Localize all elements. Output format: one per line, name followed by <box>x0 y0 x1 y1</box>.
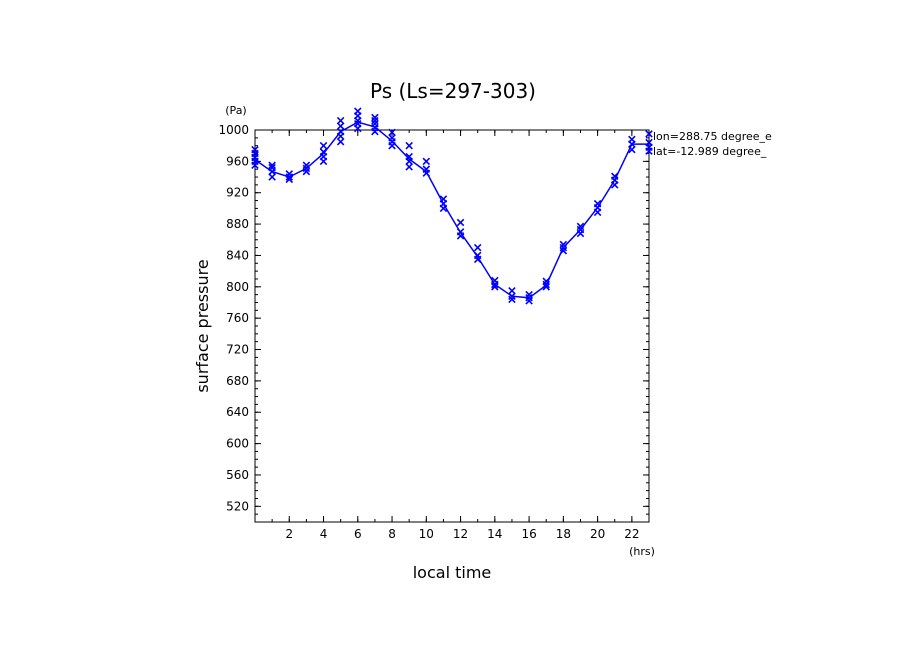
y-tick-label: 680 <box>226 374 249 388</box>
data-point-marker <box>508 292 516 300</box>
data-point-marker <box>508 286 516 295</box>
data-point-marker <box>405 141 413 150</box>
y-tick-label: 1000 <box>218 123 249 137</box>
data-point-marker <box>456 218 465 227</box>
x-tick-label: 4 <box>320 527 328 541</box>
x-tick-label: 2 <box>285 527 293 541</box>
data-point-marker <box>422 157 431 166</box>
y-tick-label: 920 <box>226 186 249 200</box>
data-point-marker <box>251 145 259 154</box>
data-point-marker <box>542 277 550 286</box>
y-tick-label: 840 <box>226 248 249 262</box>
data-point-marker <box>336 122 345 130</box>
data-point-marker <box>268 163 276 172</box>
data-point-marker <box>628 145 636 154</box>
x-axis-label: local time <box>413 563 492 582</box>
data-point-marker <box>268 161 276 170</box>
data-point-marker <box>336 116 345 125</box>
data-point-marker <box>473 243 482 252</box>
y-tick-label: 720 <box>226 343 249 357</box>
y-tick-label: 520 <box>226 499 249 513</box>
data-point-marker <box>285 170 294 178</box>
data-point-marker <box>645 130 653 138</box>
series-line <box>254 121 649 299</box>
data-point-marker <box>610 172 619 181</box>
data-point-marker <box>473 251 482 260</box>
data-point-marker <box>371 113 379 122</box>
y-tick-label: 760 <box>226 311 249 325</box>
data-point-marker <box>354 107 362 115</box>
data-point-marker <box>628 135 636 144</box>
y-tick-label: 640 <box>226 405 249 419</box>
data-point-marker <box>593 199 602 208</box>
data-point-marker <box>388 128 396 137</box>
data-point-marker <box>645 138 653 147</box>
data-point-marker <box>491 276 499 285</box>
data-point-marker <box>405 152 413 161</box>
data-point-marker <box>268 173 276 181</box>
data-point-marker <box>285 175 294 184</box>
data-point-marker <box>525 290 533 299</box>
data-point-marker <box>422 165 431 173</box>
longitude-annotation: lon=288.75 degree_e <box>653 130 772 143</box>
x-tick-label: 8 <box>388 527 396 541</box>
data-point-marker <box>542 283 550 291</box>
data-point-marker <box>405 163 413 171</box>
data-point-marker <box>336 137 345 146</box>
data-point-marker <box>439 195 448 203</box>
x-tick-label: 12 <box>453 527 468 541</box>
x-tick-label: 6 <box>354 527 362 541</box>
x-unit-label: (hrs) <box>629 545 655 558</box>
data-point-marker <box>336 127 345 136</box>
data-point-marker <box>491 283 499 291</box>
x-tick-label: 16 <box>521 527 536 541</box>
y-tick-label: 960 <box>226 154 249 168</box>
chart-title: Ps (Ls=297-303) <box>370 79 536 103</box>
x-tick-label: 22 <box>624 527 639 541</box>
y-tick-label: 880 <box>226 217 249 231</box>
y-tick-label: 560 <box>226 468 249 482</box>
y-axis-label: surface pressure <box>193 259 212 392</box>
data-point-marker <box>559 240 568 249</box>
y-unit-label: (Pa) <box>225 104 246 117</box>
data-point-marker <box>576 222 585 231</box>
plot-area: 520 560 600 640 680 720 760 800 840 880 920 960 1000… <box>218 107 653 541</box>
plot-frame <box>254 129 650 523</box>
data-point-marker <box>319 141 328 150</box>
x-tick-label: 10 <box>419 527 434 541</box>
data-point-marker <box>388 134 396 142</box>
x-tick-label: 14 <box>487 527 502 541</box>
x-tick-label: 20 <box>590 527 605 541</box>
data-point-marker <box>319 148 328 156</box>
y-tick-label: 800 <box>226 280 249 294</box>
x-tick-label: 18 <box>556 527 571 541</box>
y-tick-label: 600 <box>226 437 249 451</box>
data-point-marker <box>456 228 465 236</box>
data-point-marker <box>302 161 311 170</box>
latitude-annotation: lat=-12.989 degree_ <box>653 145 767 158</box>
